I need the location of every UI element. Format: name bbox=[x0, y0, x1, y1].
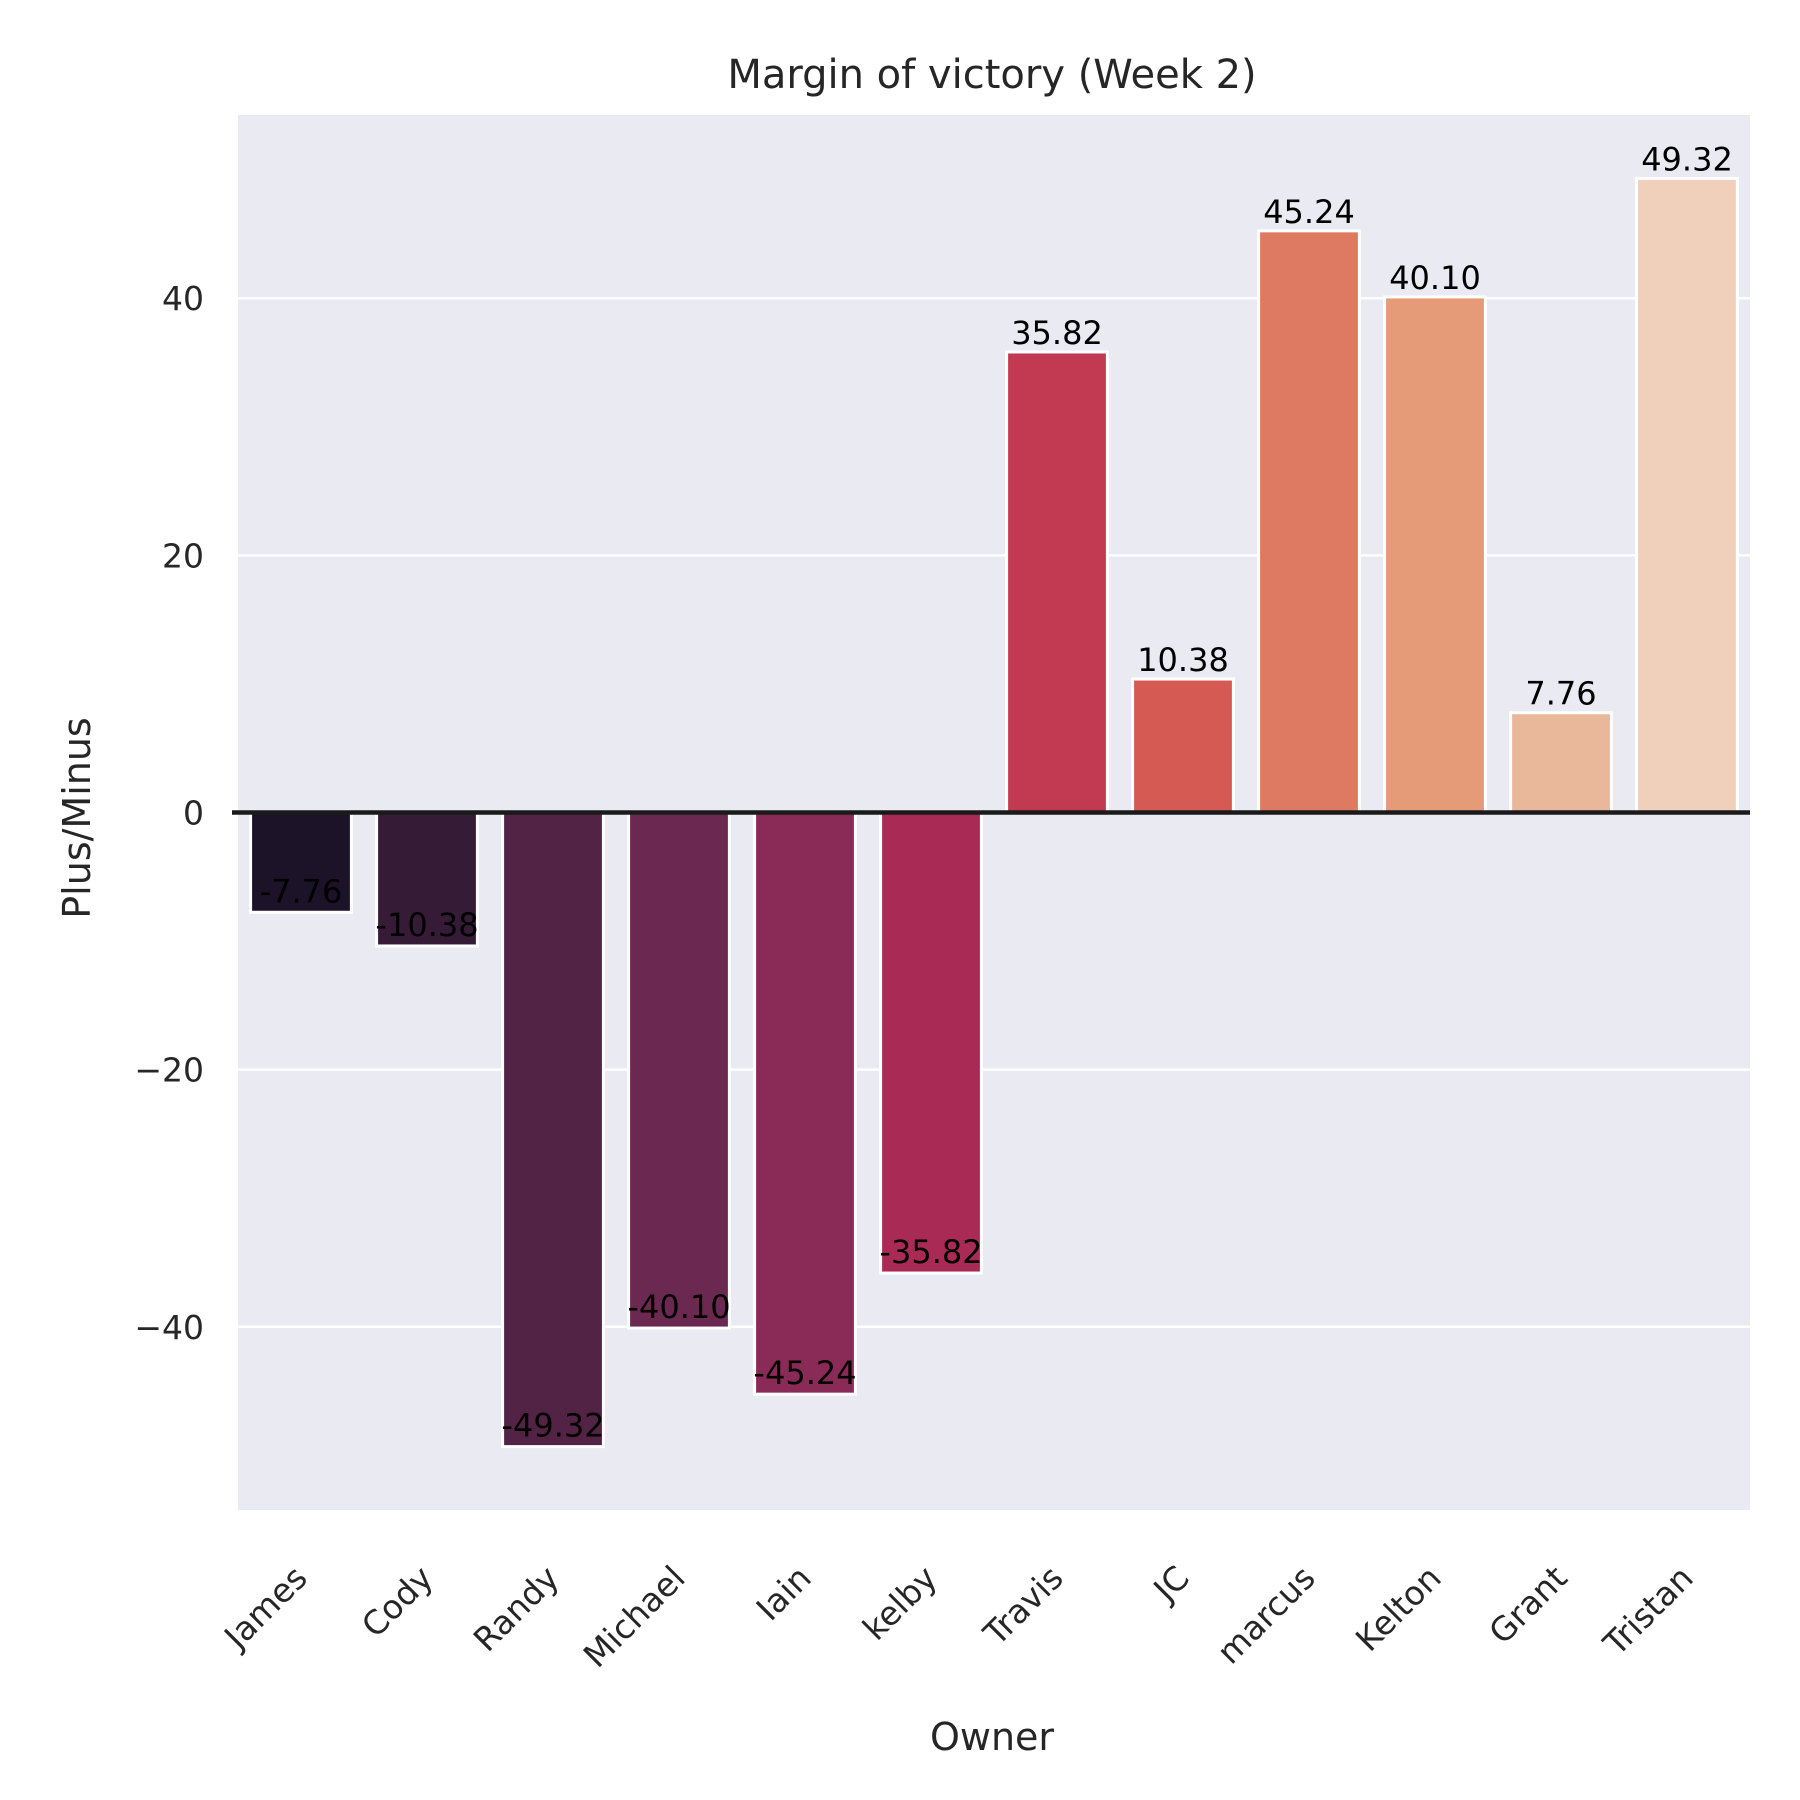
y-tick-labels: −40 −20 0 20 40 bbox=[134, 279, 204, 1347]
x-tick-label: JC bbox=[1144, 1558, 1196, 1610]
x-axis-label: Owner bbox=[930, 1715, 1054, 1759]
data-label-grant: 7.76 bbox=[1525, 675, 1596, 713]
y-tick-label: −20 bbox=[134, 1051, 204, 1090]
y-tick-label: 0 bbox=[183, 794, 204, 833]
x-tick-grant: Grant bbox=[1481, 1558, 1575, 1652]
x-tick-kelton: Kelton bbox=[1348, 1558, 1449, 1659]
data-label-jc: 10.38 bbox=[1137, 641, 1229, 679]
data-label-cody: -10.38 bbox=[375, 906, 478, 944]
x-tick-label: Grant bbox=[1481, 1558, 1575, 1652]
x-tick-label: Randy bbox=[466, 1558, 567, 1659]
data-label-james: -7.76 bbox=[260, 872, 343, 910]
x-tick-label: Iain bbox=[749, 1558, 819, 1628]
data-label-kelton: 40.10 bbox=[1389, 259, 1481, 297]
x-tick-travis: Travis bbox=[975, 1558, 1070, 1653]
y-tick-label: −40 bbox=[134, 1308, 204, 1347]
data-label-travis: 35.82 bbox=[1011, 314, 1103, 352]
data-label-marcus: 45.24 bbox=[1263, 193, 1355, 231]
bar-travis bbox=[1005, 350, 1109, 814]
data-label-randy: -49.32 bbox=[501, 1407, 604, 1445]
x-tick-cody: Cody bbox=[354, 1558, 441, 1645]
data-label-tristan: 49.32 bbox=[1641, 140, 1733, 178]
data-label-michael: -40.10 bbox=[627, 1288, 730, 1326]
x-tick-jc: JC bbox=[1144, 1558, 1196, 1610]
x-tick-iain: Iain bbox=[749, 1558, 819, 1628]
bar-iain bbox=[753, 811, 857, 1396]
x-tick-marcus: marcus bbox=[1209, 1558, 1322, 1671]
x-tick-label: James bbox=[215, 1558, 314, 1657]
data-label-kelby: -35.82 bbox=[879, 1233, 982, 1271]
x-tick-label: Michael bbox=[576, 1558, 693, 1675]
bar-jc bbox=[1131, 677, 1235, 814]
x-tick-james: James bbox=[215, 1558, 314, 1657]
x-tick-label: Kelton bbox=[1348, 1558, 1449, 1659]
bar-tristan bbox=[1635, 176, 1739, 814]
bar-kelby bbox=[879, 811, 983, 1275]
data-labels: -7.76 -10.38 -49.32 -40.10 -45.24 -35.82 35.82… bbox=[260, 140, 1733, 1444]
x-tick-tristan: Tristan bbox=[1595, 1558, 1701, 1664]
x-tick-kelby: kelby bbox=[855, 1558, 945, 1648]
bar-marcus bbox=[1257, 229, 1361, 815]
y-axis-label: Plus/Minus bbox=[55, 717, 99, 918]
y-tick-label: 40 bbox=[162, 279, 204, 318]
x-tick-label: Cody bbox=[354, 1558, 441, 1645]
x-tick-labels: James Cody Randy Michael Iain kelby Travis JC ma… bbox=[215, 1558, 1700, 1675]
chart-title: Margin of victory (Week 2) bbox=[727, 52, 1256, 98]
bar-cody bbox=[375, 811, 479, 948]
bar-kelton bbox=[1383, 295, 1487, 814]
x-tick-label: kelby bbox=[855, 1558, 945, 1648]
x-tick-michael: Michael bbox=[576, 1558, 693, 1675]
bars bbox=[249, 176, 1739, 1449]
bar-randy bbox=[501, 811, 605, 1449]
data-label-iain: -45.24 bbox=[753, 1354, 856, 1392]
x-tick-label: marcus bbox=[1209, 1558, 1322, 1671]
bar-michael bbox=[627, 811, 731, 1330]
y-tick-label: 20 bbox=[162, 536, 204, 575]
bar-grant bbox=[1509, 711, 1613, 815]
x-tick-randy: Randy bbox=[466, 1558, 567, 1659]
bar-james bbox=[249, 811, 353, 914]
x-tick-label: Tristan bbox=[1595, 1558, 1701, 1664]
x-tick-label: Travis bbox=[975, 1558, 1070, 1653]
